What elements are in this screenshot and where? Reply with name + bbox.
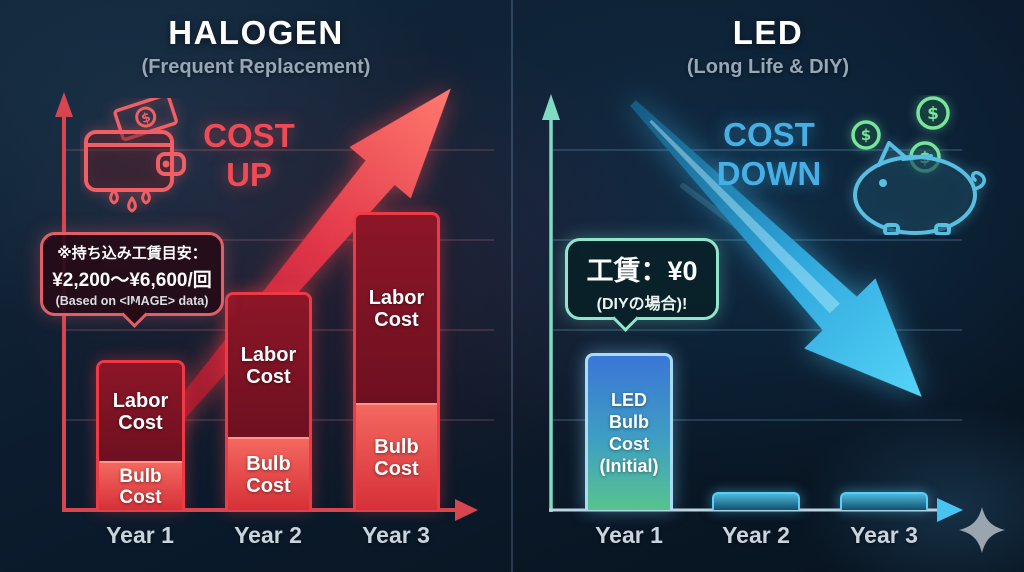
led-bar-year1: LED Bulb Cost (Initial) [585, 353, 673, 510]
halogen-bar-year3: Labor Cost Bulb Cost [353, 212, 440, 510]
svg-text:$: $ [861, 126, 871, 144]
svg-text:$: $ [927, 104, 939, 124]
halogen-bar-year1: Labor Cost Bulb Cost [96, 360, 185, 510]
bulb-cost-label: Bulb Cost [246, 452, 291, 497]
callout-fee-range: ¥2,200〜¥6,600/回 [52, 270, 212, 291]
cost-down-line1: COST [723, 116, 815, 153]
led-bulb-cost-label: LED Bulb Cost (Initial) [599, 390, 659, 476]
money-drop-icon [109, 188, 119, 205]
led-year3-label: Year 3 [850, 522, 918, 548]
labor-cost-label: Labor Cost [240, 344, 297, 388]
halogen-bar-year2: Labor Cost Bulb Cost [225, 292, 312, 510]
led-y-axis [542, 94, 560, 512]
down-trend-arrow [630, 100, 922, 397]
callout-diy-note: (DIYの場合)! [596, 296, 688, 313]
led-y-axis-arrowhead [542, 94, 560, 120]
led-year2-label: Year 2 [722, 522, 790, 548]
led-x-axis-arrowhead [937, 498, 963, 522]
led-title: LED [732, 14, 804, 51]
labor-cost-segment: Labor Cost [228, 295, 309, 437]
cost-up-line2: UP [226, 156, 272, 193]
sparkle-icon [958, 506, 1006, 554]
halogen-y-axis-arrowhead [55, 92, 73, 117]
bulb-cost-segment: Bulb Cost [356, 403, 437, 510]
cost-down-line2: DOWN [716, 155, 822, 192]
led-subtitle: (Long Life & DIY) [686, 56, 850, 78]
svg-text:$: $ [140, 110, 153, 127]
piggy-bank-icon: $ $ $ [833, 95, 1008, 236]
halogen-x-axis-arrowhead [455, 499, 478, 521]
labor-cost-segment: Labor Cost [99, 363, 182, 461]
halogen-year1-label: Year 1 [106, 522, 174, 548]
labor-cost-label: Labor Cost [368, 287, 425, 331]
up-trend-arrow [144, 88, 451, 452]
callout-fee-source: (Based on <IMAGE> data) [55, 294, 209, 308]
money-drop-icon [127, 196, 137, 213]
halogen-year2-label: Year 2 [234, 522, 302, 548]
callout-zero-fee: 工賃：¥0 [586, 256, 698, 286]
labor-cost-label: Labor Cost [112, 390, 169, 434]
halogen-x-axis [62, 499, 478, 521]
callout-fee-heading: ※持ち込み工賃目安： [57, 245, 207, 262]
bulb-cost-segment: Bulb Cost [99, 461, 182, 510]
led-bar-year3 [840, 492, 928, 510]
halogen-subtitle: (Frequent Replacement) [141, 56, 371, 78]
wallet-money-drip-icon: $ [80, 93, 195, 213]
money-drop-icon [141, 188, 151, 205]
halogen-year3-label: Year 3 [362, 522, 430, 548]
bulb-cost-label: Bulb Cost [374, 435, 419, 480]
cost-up-line1: COST [203, 117, 295, 154]
led-bar-year2 [712, 492, 800, 510]
led-year1-label: Year 1 [595, 522, 663, 548]
halogen-labor-fee-callout: ※持ち込み工賃目安： ¥2,200〜¥6,600/回 (Based on <IM… [40, 232, 224, 328]
bulb-cost-segment: Bulb Cost [228, 437, 309, 510]
led-labor-fee-callout: 工賃：¥0 (DIYの場合)! [565, 238, 719, 332]
led-x-axis [549, 498, 963, 522]
cost-down-label: COST DOWN [698, 115, 840, 193]
bulb-cost-label: Bulb Cost [119, 465, 162, 508]
halogen-title: HALOGEN [168, 14, 344, 51]
cost-up-label: COST UP [183, 116, 315, 194]
labor-cost-segment: Labor Cost [356, 215, 437, 403]
